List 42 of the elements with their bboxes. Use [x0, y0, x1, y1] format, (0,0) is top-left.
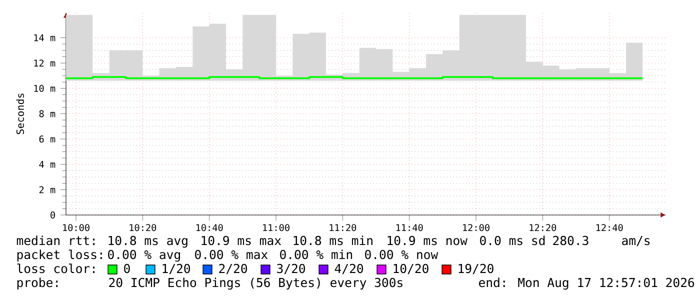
text: packet loss:: [17, 250, 102, 262]
y-tick-label: 8 m: [39, 110, 56, 118]
text: 10.9 ms now: [388, 236, 468, 246]
text: 10.8 ms min: [294, 236, 372, 246]
text: 0.00 % min: [280, 250, 352, 260]
text: 10.8 ms avg: [108, 236, 188, 248]
text: 19/20: [458, 264, 494, 274]
x-tick-label: 11:20: [330, 224, 356, 232]
x-tick-label: 12:40: [596, 224, 623, 232]
text: 0.00 % now: [365, 250, 438, 260]
x-tick-label: 10:20: [130, 224, 156, 232]
x-tick-label: 12:20: [530, 224, 556, 232]
text: 4/20: [334, 264, 364, 274]
y-tick-label: 12 m: [34, 60, 56, 67]
y-tick-label: 0: [50, 211, 55, 219]
text: end: Mon Aug 17 12:57:01 2026: [479, 278, 694, 290]
text: 10.9 ms max: [202, 236, 282, 246]
x-tick-label: 10:40: [196, 224, 223, 232]
text: 3/20: [277, 264, 306, 274]
y-tick-label: 4 m: [39, 160, 56, 168]
text: 280.3: [553, 236, 588, 246]
y-tick-label: 14 m: [34, 34, 56, 42]
text: 0.0 ms sd: [480, 236, 545, 246]
y-axis-title: Seconds: [16, 94, 24, 134]
x-tick-label: 11:40: [396, 224, 423, 232]
text: 0: [124, 264, 130, 274]
y-tick-label: 10 m: [34, 84, 56, 92]
text: 10/20: [394, 264, 428, 274]
text: 2/20: [219, 264, 248, 274]
text: 0.00 % avg: [108, 250, 180, 262]
x-tick-label: 11:00: [263, 224, 290, 232]
y-tick-label: 6 m: [39, 136, 56, 143]
text: 20 ICMP Echo Pings (56 Bytes) every 300s: [109, 278, 402, 290]
text: 0.00 % max: [195, 250, 268, 260]
text: 1/20: [162, 264, 190, 274]
text: probe:: [17, 278, 58, 290]
x-tick-label: 10:00: [63, 224, 90, 232]
text: loss color:: [17, 264, 95, 274]
y-tick-label: 2 m: [39, 186, 56, 194]
text: median rtt:: [16, 236, 95, 246]
x-tick-label: 12:00: [463, 224, 490, 232]
text: am/s: [622, 236, 650, 246]
